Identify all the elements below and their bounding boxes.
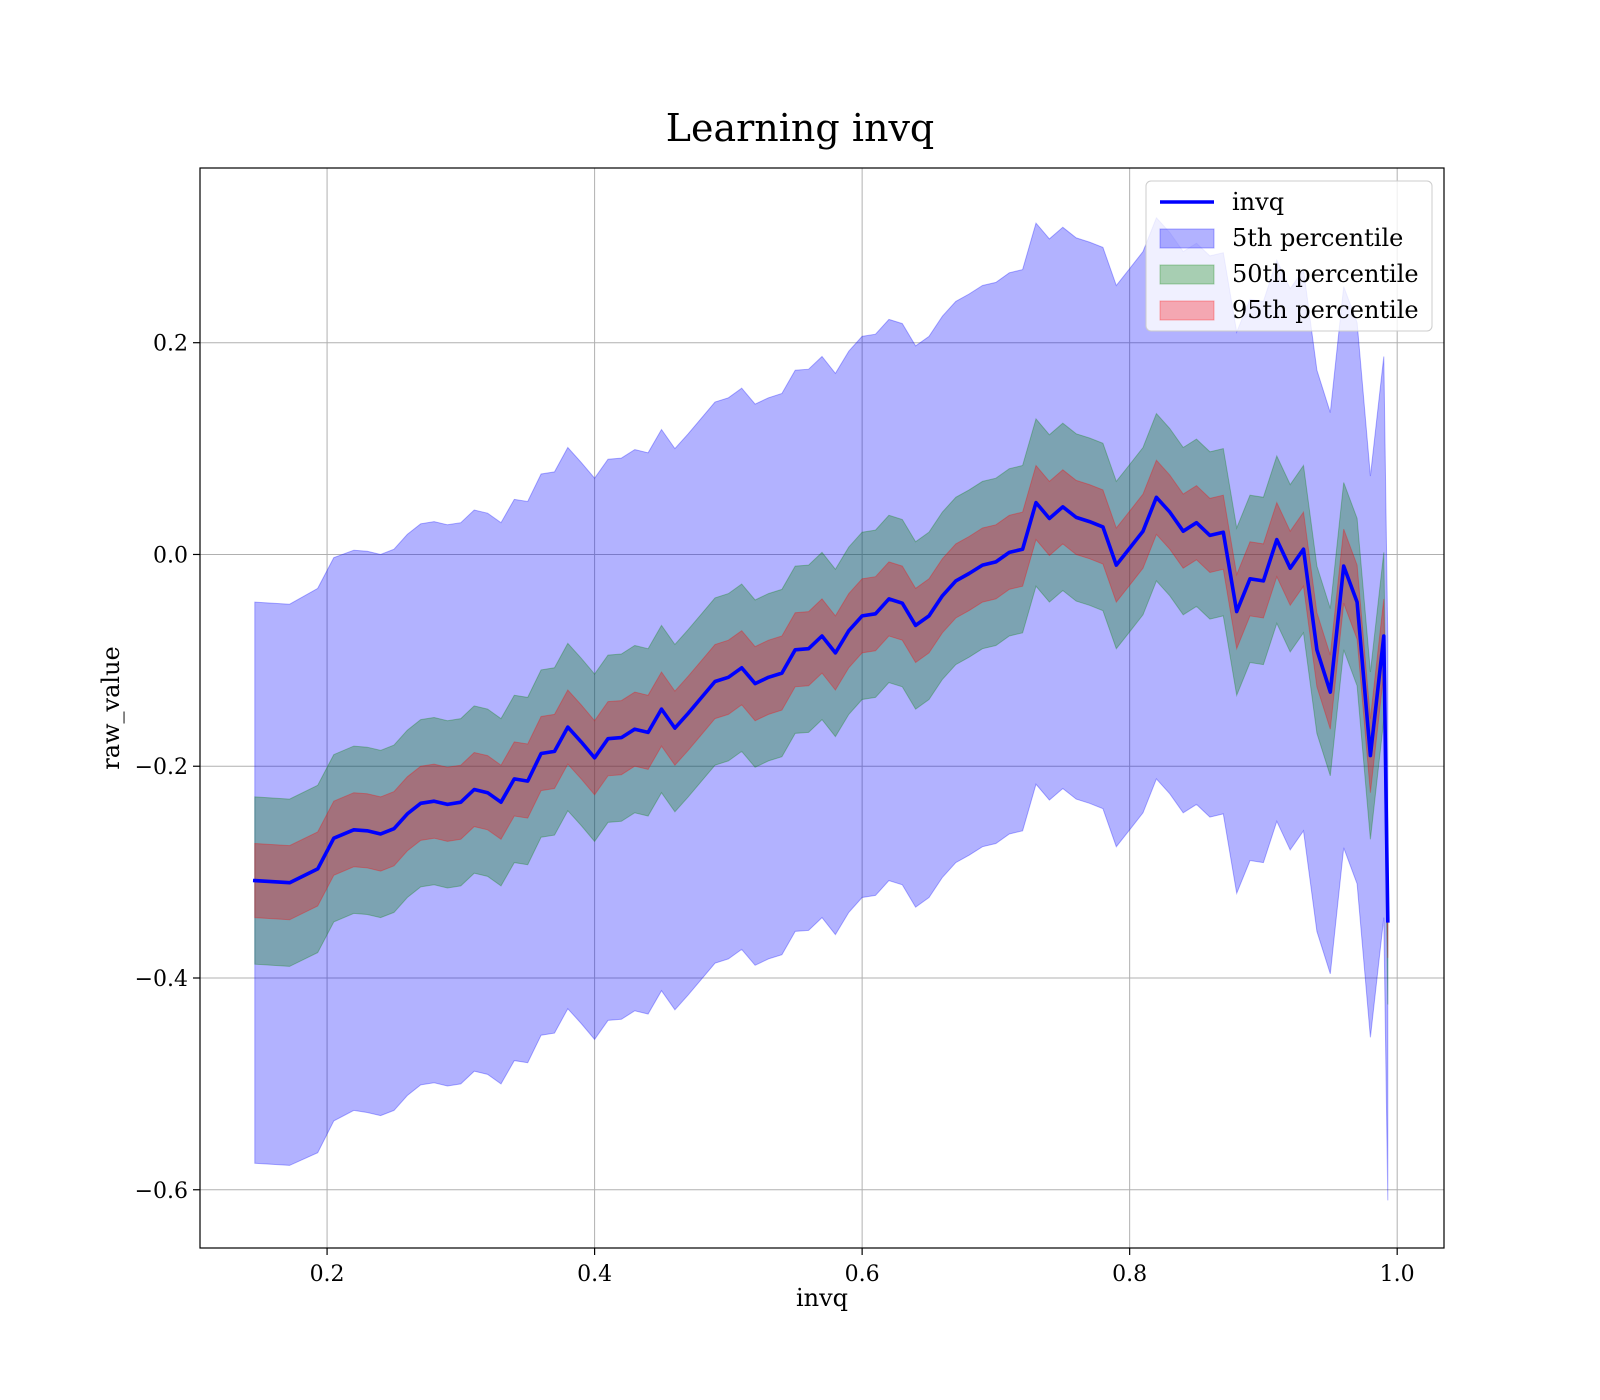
band-2 xyxy=(254,459,1389,958)
y-axis-label: raw_value xyxy=(97,646,125,770)
y-tick-label-2: −0.2 xyxy=(135,755,188,780)
x-tick-label-4: 1.0 xyxy=(1380,1262,1415,1287)
y-tick-label-1: −0.4 xyxy=(135,967,188,992)
y-axis-ticks: −0.6 −0.4 −0.2 0.0 0.2 xyxy=(135,332,200,1204)
plot-frame xyxy=(199,167,1445,1249)
y-tick-label-0: −0.6 xyxy=(135,1179,188,1204)
x-tick-label-2: 0.6 xyxy=(845,1262,880,1287)
legend: invq 5th percentile 50th percentile 95th pe… xyxy=(1145,180,1433,332)
x-tick-label-0: 0.2 xyxy=(310,1262,345,1287)
series-line-0 xyxy=(252,495,1390,923)
band-1 xyxy=(254,412,1389,1005)
legend-box xyxy=(1145,180,1433,332)
x-tick-label-1: 0.4 xyxy=(577,1262,612,1287)
legend-label-0: invq xyxy=(1232,188,1284,216)
legend-patch-swatch-1 xyxy=(1159,228,1215,249)
chart-title: Learning invq xyxy=(666,106,934,150)
band-0 xyxy=(254,216,1389,1201)
legend-label-1: 5th percentile xyxy=(1232,224,1403,252)
x-axis-ticks: 0.2 0.4 0.6 0.8 1.0 xyxy=(310,1248,1415,1287)
percentile-bands xyxy=(254,216,1389,1201)
legend-patch-swatch-3 xyxy=(1159,300,1215,321)
series-lines xyxy=(252,495,1390,923)
legend-patch-swatch-2 xyxy=(1159,264,1215,285)
x-tick-label-3: 0.8 xyxy=(1112,1262,1147,1287)
legend-label-3: 95th percentile xyxy=(1232,296,1419,324)
y-tick-label-4: 0.2 xyxy=(153,332,188,357)
grid-lines xyxy=(200,168,1444,1248)
y-tick-label-3: 0.0 xyxy=(153,543,188,568)
legend-label-2: 50th percentile xyxy=(1232,260,1419,288)
x-axis-label: invq xyxy=(796,1284,848,1312)
